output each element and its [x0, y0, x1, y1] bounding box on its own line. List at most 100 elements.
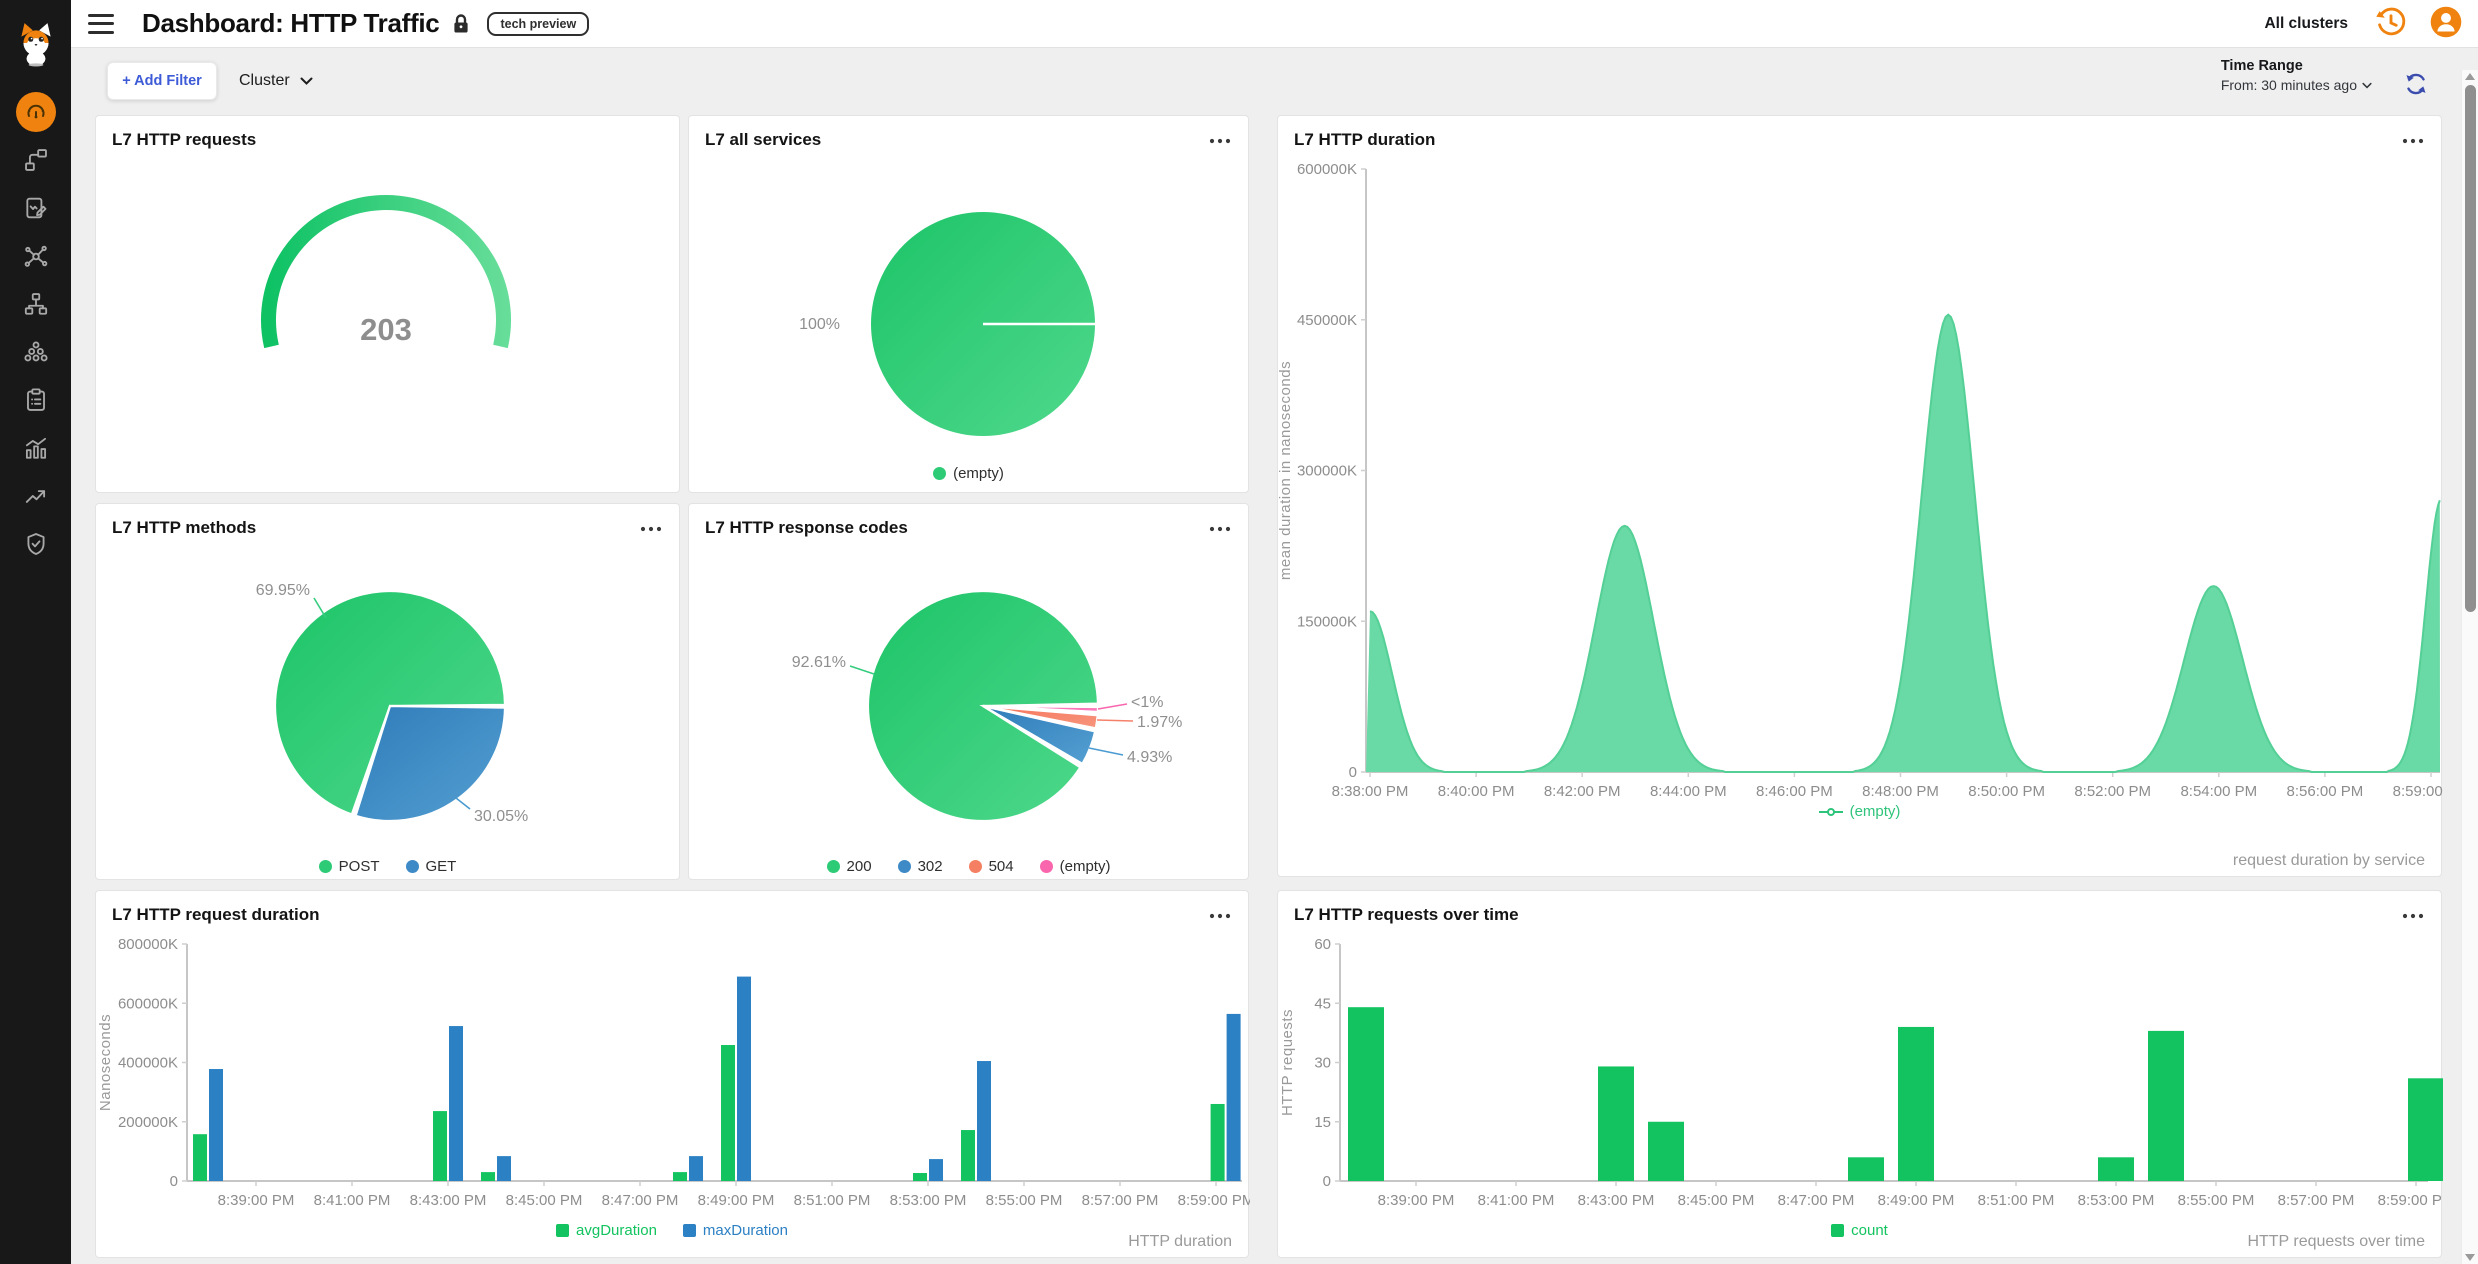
card-l7-http-response-codes: L7 HTTP response codes 92.61% <1% 1.97% 4.9… [688, 503, 1249, 880]
ellipsis-icon [1209, 138, 1231, 143]
user-menu-button[interactable] [2428, 4, 2464, 43]
card-menu-button[interactable] [1204, 514, 1236, 540]
chevron-down-icon [300, 77, 313, 85]
svg-text:<1%: <1% [1131, 694, 1163, 711]
card-menu-button[interactable] [1204, 126, 1236, 152]
legend-item-200[interactable]: 200 [826, 858, 872, 875]
request-duration-bar-chart: 0 200000K 400000K 600000K 800000K 8:39:00 PM 8… [97, 936, 1250, 1209]
legend-marker [318, 860, 332, 873]
avatar-icon [2430, 6, 2462, 38]
card-l7-http-requests: L7 HTTP requests 203 [95, 115, 680, 493]
sidebar-item-network[interactable] [0, 280, 71, 328]
legend-marker [826, 860, 840, 873]
time-range-selector[interactable]: Time Range From: 30 minutes ago [2221, 58, 2372, 93]
time-range-value: From: 30 minutes ago [2220, 77, 2357, 93]
legend-item-504[interactable]: 504 [968, 858, 1014, 875]
ellipsis-icon [2402, 138, 2424, 143]
legend-item-avgDuration[interactable]: avgDuration [556, 1222, 657, 1239]
card-menu-button[interactable] [1204, 901, 1236, 927]
svg-text:8:47:00 PM: 8:47:00 PM [602, 1192, 679, 1209]
time-range-label: Time Range [2220, 58, 2303, 74]
refresh-icon [2406, 73, 2426, 95]
cluster-dropdown[interactable]: Cluster [239, 62, 313, 100]
card-l7-all-services: L7 all services 100% (empty) [688, 115, 1249, 493]
legend-marker [968, 860, 982, 873]
history-button[interactable] [2372, 3, 2410, 44]
all-clusters-label: All clusters [2264, 14, 2348, 32]
svg-text:15: 15 [1314, 1114, 1331, 1131]
legend-item-empty[interactable]: (empty) [1818, 803, 1900, 820]
svg-text:mean duration in nanoseconds: mean duration in nanoseconds [1278, 361, 1294, 580]
page-title: Dashboard: HTTP Traffic [142, 8, 440, 38]
legend-label: (empty) [953, 465, 1004, 482]
svg-text:8:53:00 PM: 8:53:00 PM [890, 1192, 967, 1209]
add-filter-button[interactable]: + Add Filter [107, 62, 217, 100]
svg-text:400000K: 400000K [118, 1055, 178, 1072]
line-dot-marker [1818, 807, 1843, 816]
svg-text:8:43:00 PM: 8:43:00 PM [410, 1192, 487, 1209]
legend-item-count[interactable]: count [1831, 1222, 1888, 1239]
legend-item-maxDuration[interactable]: maxDuration [682, 1222, 788, 1239]
svg-text:0: 0 [170, 1173, 178, 1190]
card-menu-button[interactable] [2397, 126, 2429, 152]
svg-text:8:39:00 PM: 8:39:00 PM [1378, 1192, 1455, 1209]
card-l7-http-methods: L7 HTTP methods 69.95% 30.05% POST GET [95, 503, 680, 880]
svg-text:200000K: 200000K [118, 1114, 178, 1131]
hamburger-menu-icon[interactable] [88, 13, 114, 34]
request-duration-legend: avgDuration maxDuration [96, 1222, 1248, 1239]
sitemap-icon [24, 293, 47, 315]
sidebar-item-logo[interactable] [0, 0, 71, 88]
legend-item-empty[interactable]: (empty) [1039, 858, 1110, 875]
sidebar-item-topology[interactable] [0, 136, 71, 184]
card-title: L7 HTTP response codes [705, 518, 908, 537]
svg-text:150000K: 150000K [1297, 613, 1357, 630]
legend-item-POST[interactable]: POST [318, 858, 380, 875]
svg-text:8:59:00 PM: 8:59:00 PM [2378, 1192, 2443, 1209]
legend-item-302[interactable]: 302 [897, 858, 943, 875]
requests-over-time-bar-chart: 0 15 30 45 60 8:39:00 PM 8:41:00 PM 8:43:00 PM 8… [1279, 936, 2443, 1209]
svg-text:8:45:00 PM: 8:45:00 PM [506, 1192, 583, 1209]
document-edit-icon [25, 197, 46, 219]
svg-text:8:59:00 PM: 8:59:00 PM [1178, 1192, 1250, 1209]
sidebar-item-security[interactable] [0, 520, 71, 568]
legend-label: 504 [988, 858, 1014, 875]
sidebar-item-dashboard[interactable] [0, 88, 71, 136]
svg-text:8:48:00 PM: 8:48:00 PM [1862, 783, 1939, 800]
legend-item-empty[interactable]: (empty) [933, 465, 1004, 482]
legend-label: 302 [917, 858, 943, 875]
legend-label: GET [425, 858, 457, 875]
card-l7-http-duration: L7 HTTP duration 0 150000K 300000K 450000K 6… [1277, 115, 2443, 877]
shield-check-icon [26, 533, 45, 555]
svg-text:45: 45 [1314, 995, 1331, 1012]
methods-pie-chart: 69.95% 30.05% [256, 582, 529, 825]
card-menu-button[interactable] [635, 514, 667, 540]
svg-text:8:49:00 PM: 8:49:00 PM [698, 1192, 775, 1209]
response-codes-legend: 200 302 504 (empty) [689, 858, 1248, 875]
svg-text:8:41:00 PM: 8:41:00 PM [314, 1192, 391, 1209]
sidebar-item-metrics[interactable] [0, 424, 71, 472]
duration-legend: (empty) [1278, 803, 2441, 820]
svg-text:8:56:00 PM: 8:56:00 PM [2287, 783, 2364, 800]
scroll-down-arrow[interactable] [2465, 1254, 2475, 1261]
svg-text:1.97%: 1.97% [1137, 714, 1182, 731]
tech-preview-badge: tech preview [487, 11, 590, 36]
legend-label: maxDuration [702, 1222, 788, 1239]
refresh-button[interactable] [2402, 70, 2430, 101]
legend-marker [682, 1224, 696, 1237]
cat-logo-icon [20, 23, 51, 67]
card-title: L7 HTTP request duration [112, 905, 320, 924]
svg-text:8:51:00 PM: 8:51:00 PM [794, 1192, 871, 1209]
card-l7-http-requests-over-time: L7 HTTP requests over time 0 15 30 45 60 8:39… [1277, 890, 2443, 1258]
sidebar-item-clusters[interactable] [0, 328, 71, 376]
card-title: L7 HTTP requests [112, 130, 257, 149]
scrollbar-thumb[interactable] [2464, 85, 2476, 612]
sidebar-item-processes[interactable] [0, 376, 71, 424]
scroll-up-arrow[interactable] [2465, 73, 2475, 80]
svg-text:8:45:00 PM: 8:45:00 PM [1678, 1192, 1755, 1209]
sidebar-item-service-map[interactable] [0, 232, 71, 280]
svg-text:8:55:00 PM: 8:55:00 PM [2178, 1192, 2255, 1209]
card-menu-button[interactable] [2397, 901, 2429, 927]
legend-item-GET[interactable]: GET [405, 858, 457, 875]
sidebar-item-flow-logs[interactable] [0, 184, 71, 232]
sidebar-item-trends[interactable] [0, 472, 71, 520]
